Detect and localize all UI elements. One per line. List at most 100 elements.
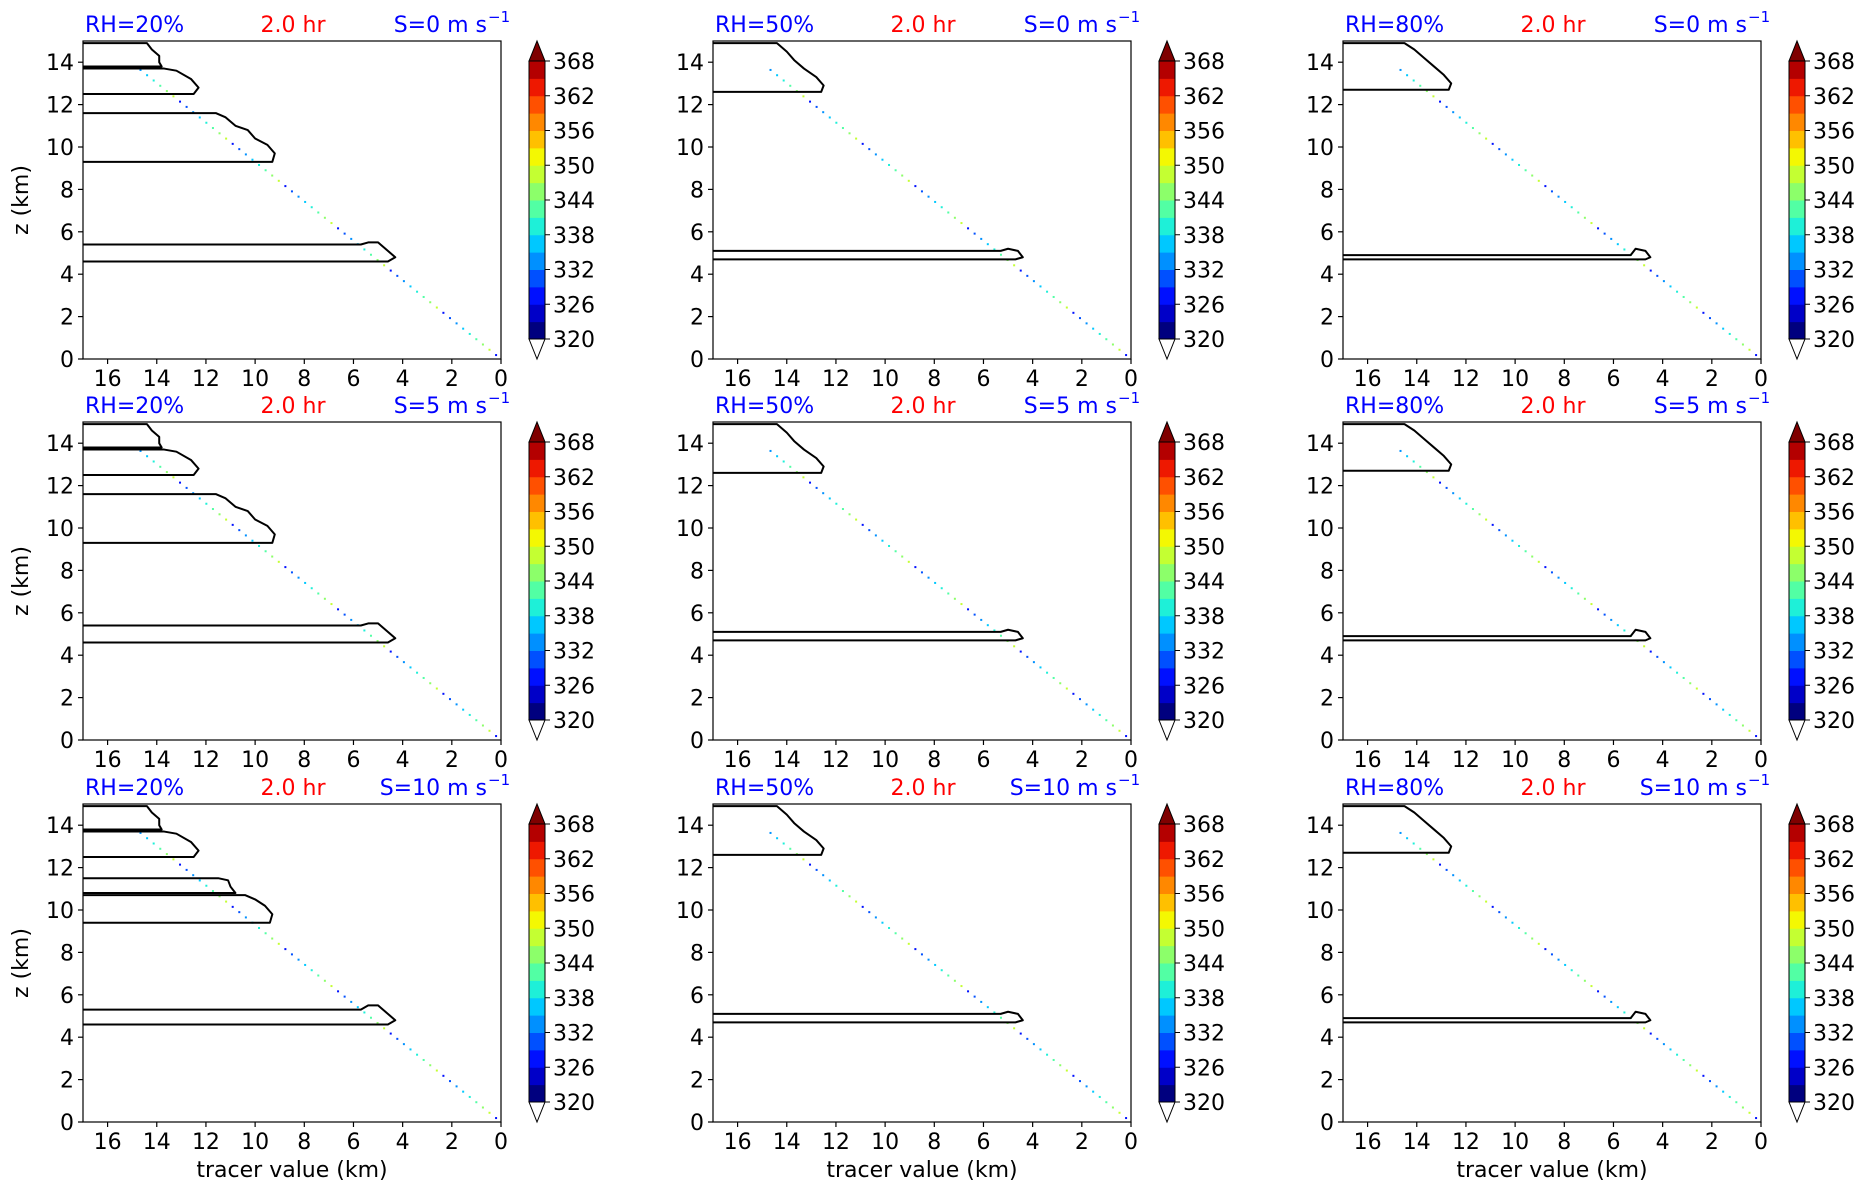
tracer-point [244, 916, 247, 919]
tracer-point [927, 958, 930, 961]
x-tick-label: 12 [192, 367, 220, 392]
tracer-point [1019, 269, 1022, 272]
tracer-point [855, 137, 858, 140]
panel-title-rh: RH=80% [1345, 776, 1444, 801]
tracer-point [1118, 1111, 1121, 1114]
colorbar-tick-label: 356 [1183, 883, 1225, 908]
x-tick-label: 2 [445, 367, 459, 392]
tracer-point [1425, 471, 1428, 474]
colorbar-tick-label: 320 [1813, 709, 1855, 734]
colorbar-segment [1789, 650, 1805, 669]
tracer-point [231, 142, 234, 145]
y-axis-label: z (km) [9, 546, 34, 616]
tracer-point [828, 116, 831, 119]
tracer-point [1078, 317, 1081, 320]
y-tick-label: 4 [60, 1026, 74, 1051]
colorbar: 368 362 356 350 344 338 332 326 320 [528, 39, 595, 361]
contour-line [83, 805, 163, 831]
panel-title-rh: RH=20% [85, 13, 184, 38]
tracer-point [1755, 735, 1758, 738]
colorbar-tick-label: 320 [1183, 709, 1225, 734]
tracer-point [211, 508, 214, 511]
colorbar-extend-under [1788, 719, 1806, 742]
x-tick-label: 6 [346, 367, 360, 392]
tracer-point [1610, 1000, 1613, 1003]
y-tick-label: 10 [46, 899, 74, 924]
tracer-point [218, 132, 221, 135]
colorbar-extend-under [528, 719, 546, 742]
colorbar-tick-label: 362 [1813, 466, 1855, 491]
x-tick-label: 2 [445, 1130, 459, 1155]
panel-title-rh: RH=50% [715, 776, 814, 801]
tracer-point [376, 1022, 379, 1025]
panel-title-shear-exponent: −1 [488, 389, 510, 407]
tracer-point [868, 911, 871, 914]
tracer-point [205, 121, 208, 124]
tracer-point [888, 163, 891, 166]
colorbar-tick-label: 368 [553, 431, 595, 456]
tracer-point [159, 84, 162, 87]
colorbar-segment [529, 928, 545, 947]
tracer-point [1078, 698, 1081, 701]
tracer-point [290, 190, 293, 193]
panel-title-time: 2.0 hr [1521, 776, 1587, 801]
tracer-point [1465, 502, 1468, 505]
tracer-point [1458, 497, 1461, 500]
tracer-point [1059, 682, 1062, 685]
colorbar-segment [529, 147, 545, 166]
tracer-point [1052, 676, 1055, 679]
tracer-point [1518, 544, 1521, 547]
tracer-point [152, 842, 155, 845]
panel-6: RH=80% 2.0 hr S=5 m s −1 16 14 12 10 8 6 4 2 0 0 2 4 6 8 1… [1306, 389, 1855, 773]
tracer-point [1623, 1011, 1626, 1014]
colorbar-segment [1159, 304, 1175, 323]
tracer-point [1046, 1053, 1049, 1056]
x-tick-label: 4 [1656, 748, 1670, 773]
tracer-point [1669, 666, 1672, 669]
colorbar-segment [529, 321, 545, 340]
tracer-point [1662, 1043, 1665, 1046]
panel-title-time: 2.0 hr [261, 13, 327, 38]
tracer-point [389, 269, 392, 272]
tracer-point [993, 1011, 996, 1014]
tracer-point [1577, 974, 1580, 977]
tracer-point [927, 195, 930, 198]
y-tick-label: 2 [690, 306, 704, 331]
x-tick-label: 14 [773, 1130, 801, 1155]
x-tick-label: 6 [1606, 367, 1620, 392]
tracer-point [284, 566, 287, 569]
tracer-point [1092, 708, 1095, 711]
tracer-point [1432, 95, 1435, 98]
tracer-point [1078, 1080, 1081, 1083]
y-tick-label: 14 [1306, 51, 1334, 76]
tracer-point [1458, 879, 1461, 882]
axes-frame [712, 40, 1132, 360]
axes-frame [82, 421, 502, 741]
tracer-point [914, 566, 917, 569]
colorbar-tick-label: 326 [1813, 674, 1855, 699]
tracer-point [861, 142, 864, 145]
colorbar-segment [1789, 858, 1805, 877]
colorbar-extend-under [1158, 719, 1176, 742]
x-tick-label: 8 [1557, 367, 1571, 392]
y-tick-label: 6 [690, 984, 704, 1009]
tracer-point [139, 831, 142, 834]
colorbar-segment [1789, 893, 1805, 912]
tracer-point [1032, 280, 1035, 283]
tracer-point [1013, 645, 1016, 648]
tracer-point [973, 995, 976, 998]
y-tick-label: 4 [1320, 1026, 1334, 1051]
tracer-point [1085, 322, 1088, 325]
tracer-point [238, 148, 241, 151]
colorbar-segment [1159, 494, 1175, 512]
tracer-point [888, 544, 891, 547]
tracer-point [1412, 79, 1415, 82]
tracer-point [1471, 890, 1474, 893]
tracer-point [1471, 127, 1474, 130]
panel-title-shear-exponent: −1 [1118, 389, 1140, 407]
contour-line [83, 493, 276, 544]
tracer-point [218, 513, 221, 516]
colorbar-segment [529, 910, 545, 929]
colorbar-segment [1789, 581, 1805, 599]
tracer-point [146, 74, 149, 77]
